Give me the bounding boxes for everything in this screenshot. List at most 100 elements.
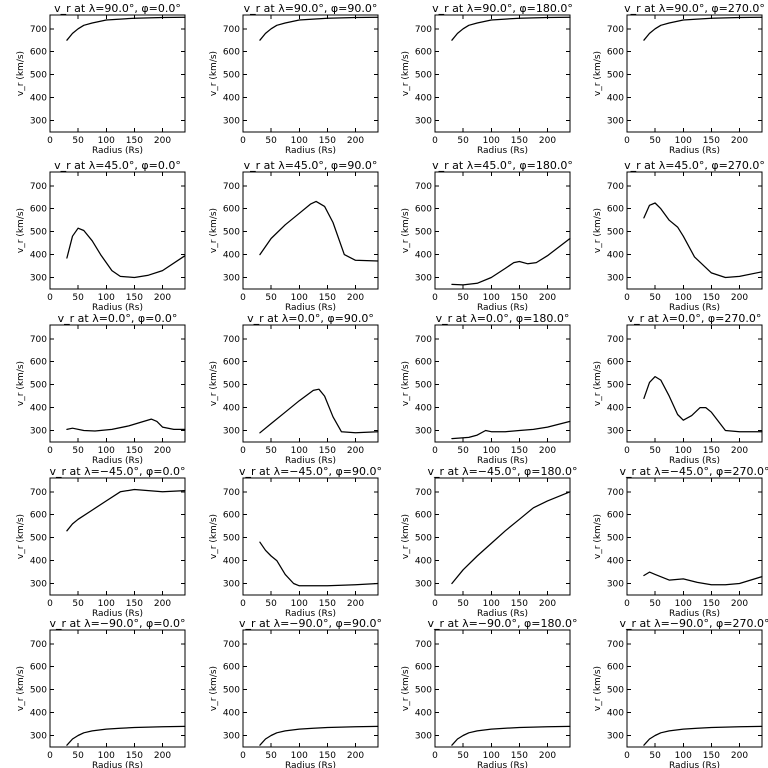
plot-frame — [434, 629, 571, 748]
plot-frame — [626, 629, 763, 748]
x-tick-label: 100 — [98, 599, 115, 609]
y-tick-label: 400 — [607, 94, 624, 104]
panel-title: v_r at λ=0.0°, φ=180.0° — [436, 312, 570, 325]
y-tick-label: 600 — [415, 663, 432, 673]
y-tick-label: 600 — [30, 663, 47, 673]
x-tick-label: 50 — [649, 751, 661, 761]
panel-7: v_r at λ=45.0°, φ=180.0° 0 50 100 150 200 300 4… — [401, 159, 573, 313]
x-tick-label: 100 — [483, 136, 500, 146]
y-tick-label: 400 — [30, 404, 47, 414]
y-tick-label: 700 — [607, 640, 624, 650]
x-tick-label: 0 — [624, 293, 630, 303]
x-tick-label: 0 — [432, 751, 438, 761]
x-tick-label: 150 — [703, 751, 720, 761]
x-tick-label: 200 — [731, 293, 748, 303]
y-tick-label: 700 — [30, 25, 47, 35]
panel-11: v_r at λ=0.0°, φ=180.0° 0 50 100 150 200 300 40… — [401, 312, 571, 466]
y-tick-label: 700 — [415, 640, 432, 650]
panel-title: v_r at λ=90.0°, φ=180.0° — [432, 2, 573, 15]
y-tick-label: 400 — [223, 709, 240, 719]
x-tick-label: 200 — [154, 599, 171, 609]
y-tick-label: 500 — [607, 686, 624, 696]
y-axis-label: v_r (km/s) — [209, 208, 219, 253]
y-axis-label: v_r (km/s) — [16, 208, 26, 253]
x-axis-label: Radius (Rs) — [477, 761, 528, 768]
x-tick-label: 200 — [539, 136, 556, 146]
x-tick-label: 100 — [291, 446, 308, 456]
x-tick-label: 100 — [483, 751, 500, 761]
panel-5: v_r at λ=45.0°, φ=0.0° 0 50 100 150 200 300 400… — [16, 159, 186, 313]
x-tick-label: 0 — [432, 599, 438, 609]
series-line — [66, 16, 186, 41]
x-tick-label: 150 — [511, 751, 528, 761]
panel-title: v_r at λ=0.0°, φ=270.0° — [628, 312, 762, 325]
panel-title: v_r at λ=45.0°, φ=0.0° — [54, 159, 181, 172]
panel-title: v_r at λ=90.0°, φ=90.0° — [244, 2, 378, 15]
x-tick-label: 200 — [347, 446, 364, 456]
series-line — [451, 420, 571, 440]
y-tick-label: 400 — [223, 251, 240, 261]
x-tick-label: 200 — [731, 751, 748, 761]
panel-2: v_r at λ=90.0°, φ=90.0° 0 50 100 150 200 300 40… — [209, 2, 379, 156]
series-line — [259, 541, 379, 587]
plot-frame — [626, 14, 763, 133]
x-axis-label: Radius (Rs) — [92, 456, 143, 466]
y-tick-label: 600 — [415, 358, 432, 368]
y-tick-label: 600 — [30, 205, 47, 215]
y-tick-label: 600 — [607, 358, 624, 368]
x-tick-label: 50 — [457, 599, 469, 609]
y-tick-label: 500 — [30, 686, 47, 696]
series-line — [66, 227, 186, 279]
x-axis-label: Radius (Rs) — [285, 761, 336, 768]
y-tick-label: 600 — [607, 663, 624, 673]
y-tick-label: 400 — [30, 557, 47, 567]
panel-17: v_r at λ=−90.0°, φ=0.0° 0 50 100 150 200 300 40… — [16, 617, 186, 768]
y-tick-label: 300 — [607, 732, 624, 742]
x-tick-label: 150 — [511, 136, 528, 146]
x-tick-label: 200 — [731, 599, 748, 609]
y-tick-label: 400 — [223, 557, 240, 567]
x-tick-label: 150 — [319, 293, 336, 303]
x-axis-label: Radius (Rs) — [669, 609, 720, 619]
y-tick-label: 500 — [415, 71, 432, 81]
panel-13: v_r at λ=−45.0°, φ=0.0° 0 50 100 150 200 300 40… — [16, 465, 186, 619]
panel-title: v_r at λ=−45.0°, φ=0.0° — [50, 465, 186, 478]
y-axis-label: v_r (km/s) — [593, 361, 603, 406]
panel-1: v_r at λ=90.0°, φ=0.0° 0 50 100 150 200 300 400… — [16, 2, 186, 156]
x-tick-label: 200 — [539, 293, 556, 303]
y-tick-label: 700 — [607, 25, 624, 35]
x-tick-label: 50 — [457, 136, 469, 146]
x-tick-label: 50 — [457, 446, 469, 456]
plot-frame — [242, 14, 379, 133]
plot-frame — [49, 324, 186, 443]
x-tick-label: 200 — [731, 446, 748, 456]
x-tick-label: 100 — [291, 136, 308, 146]
y-tick-label: 500 — [30, 534, 47, 544]
panel-6: v_r at λ=45.0°, φ=90.0° 0 50 100 150 200 300 40… — [209, 159, 379, 313]
x-tick-label: 150 — [126, 599, 143, 609]
y-tick-label: 500 — [415, 686, 432, 696]
x-tick-label: 200 — [539, 599, 556, 609]
y-tick-label: 600 — [415, 511, 432, 521]
y-axis-label: v_r (km/s) — [593, 208, 603, 253]
x-tick-label: 50 — [265, 751, 277, 761]
x-tick-label: 50 — [265, 446, 277, 456]
plot-frame — [242, 324, 379, 443]
y-tick-label: 600 — [223, 205, 240, 215]
plot-frame — [626, 171, 763, 290]
plot-frame — [49, 629, 186, 748]
plot-frame — [434, 14, 571, 133]
y-tick-label: 700 — [30, 640, 47, 650]
panel-20: v_r at λ=−90.0°, φ=270.0° 0 50 100 150 200 300… — [593, 617, 768, 768]
y-tick-label: 500 — [607, 228, 624, 238]
y-tick-label: 300 — [415, 274, 432, 284]
y-tick-label: 500 — [607, 381, 624, 391]
series-line — [643, 725, 763, 746]
panel-title: v_r at λ=90.0°, φ=270.0° — [624, 2, 765, 15]
x-tick-label: 0 — [240, 293, 246, 303]
x-tick-label: 50 — [457, 293, 469, 303]
x-tick-label: 150 — [126, 293, 143, 303]
y-tick-label: 400 — [415, 94, 432, 104]
